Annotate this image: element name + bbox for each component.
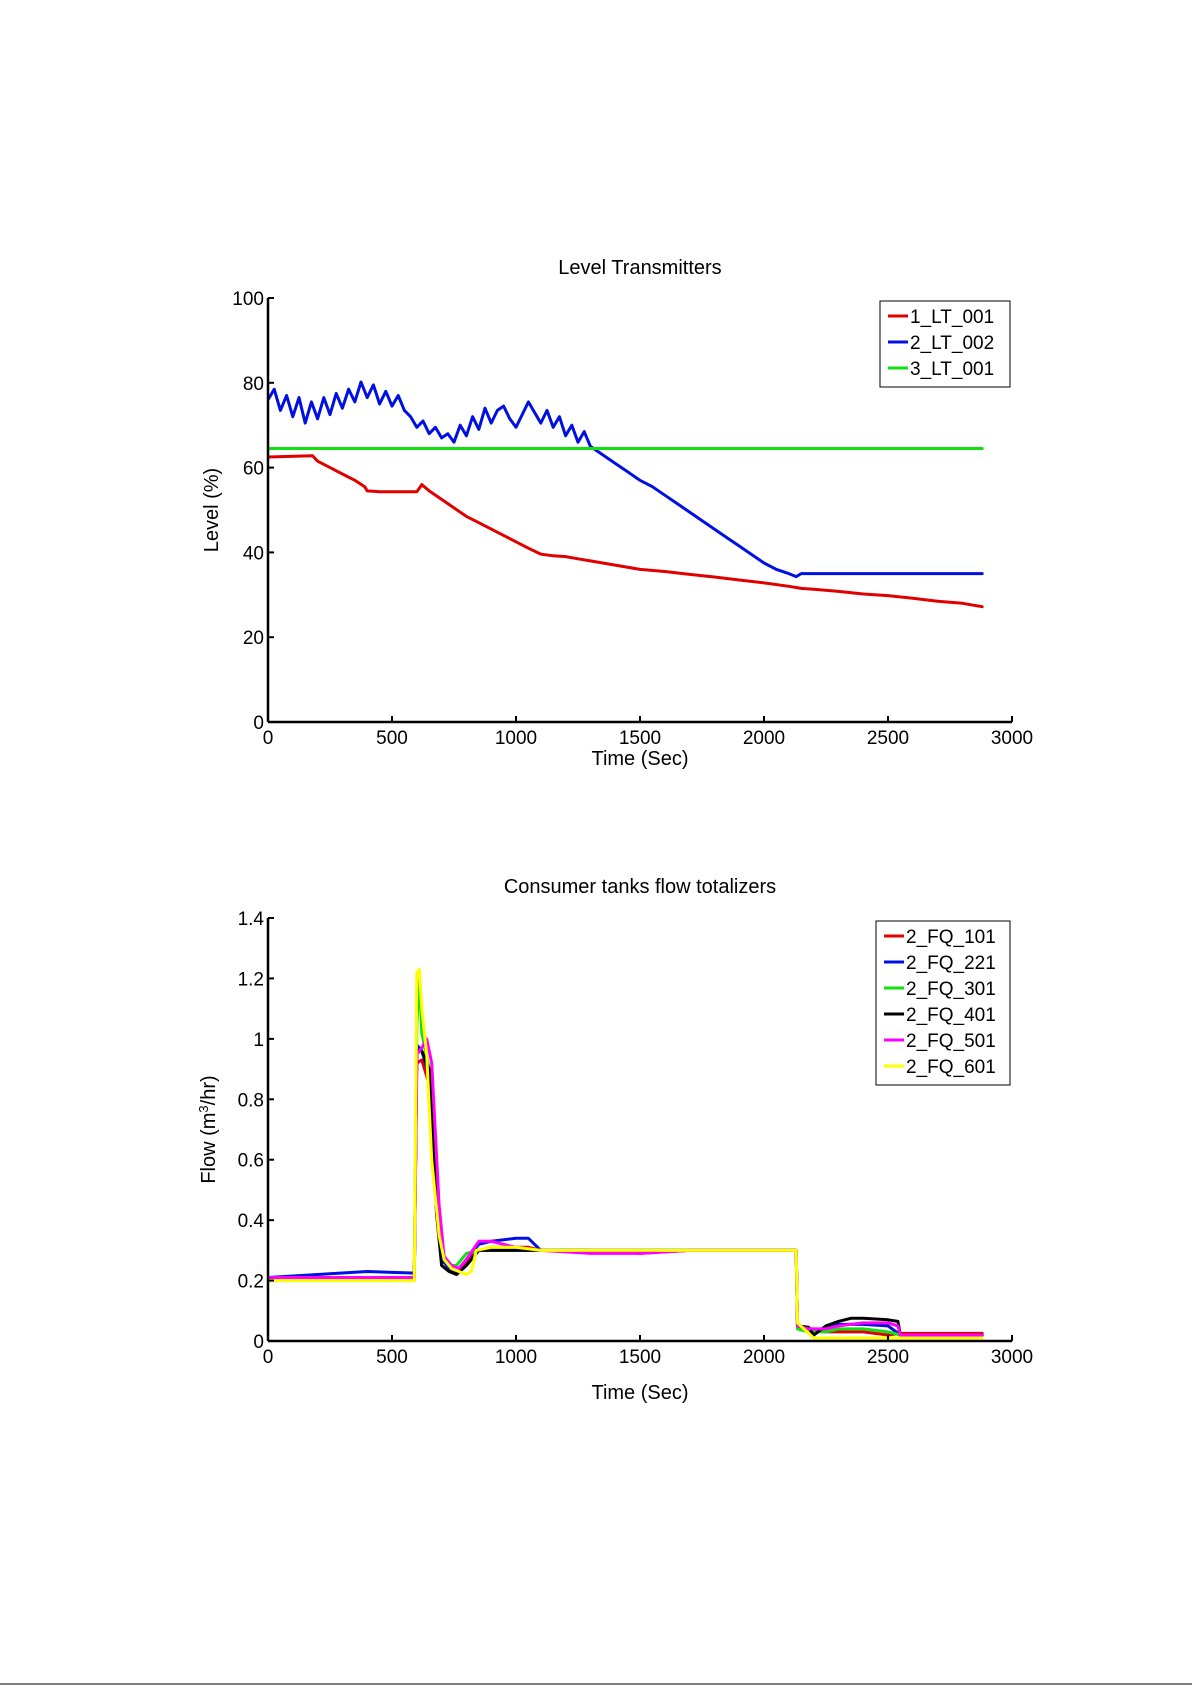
plot-area — [268, 380, 984, 609]
x-tick-label: 3000 — [991, 1347, 1033, 1368]
y-tick-label: 1.4 — [238, 909, 265, 930]
y-tick-label: 0 — [253, 713, 264, 734]
x-tick-label: 1500 — [619, 1347, 661, 1368]
legend-label: 2_FQ_601 — [906, 1057, 996, 1078]
y-tick-label: 0.2 — [238, 1272, 264, 1293]
chart-2: Consumer tanks flow totalizers 0 500 1000 15… — [196, 876, 1034, 1404]
y-tick-label: 0 — [253, 1332, 264, 1353]
y-tick-label: 0.6 — [238, 1151, 264, 1172]
legend-label: 2_FQ_501 — [906, 1031, 996, 1052]
y-tick-label: 20 — [243, 628, 264, 649]
y-axis-label: Flow (m3/hr) — [196, 1075, 221, 1183]
y-label-superscript: 3 — [196, 1105, 211, 1112]
chart-title: Level Transmitters — [558, 257, 721, 279]
legend-box — [875, 920, 1011, 1086]
legend-label: 2_FQ_401 — [906, 1005, 996, 1026]
series-line-2_fq_401 — [268, 1049, 984, 1337]
x-tick-label: 2500 — [867, 728, 909, 749]
series-line-2_fq_101 — [268, 1058, 984, 1337]
legend: 2_FQ_101 2_FQ_221 2_FQ_301 2_FQ_401 2_FQ_501… — [875, 920, 1011, 1086]
x-tick-label: 1000 — [495, 1347, 537, 1368]
y-label-part: /hr) — [198, 1075, 220, 1105]
y-axis-label: Level (%) — [201, 468, 223, 552]
chart-title: Consumer tanks flow totalizers — [504, 876, 776, 898]
y-label-part: Flow (m — [198, 1113, 220, 1184]
x-tick-label: 1000 — [495, 728, 537, 749]
legend-label: 2_FQ_301 — [906, 979, 996, 1000]
x-tick-label: 2000 — [743, 1347, 785, 1368]
x-axis-label: Time (Sec) — [591, 1382, 688, 1404]
x-tick-label: 500 — [376, 728, 408, 749]
x-tick-label: 1500 — [619, 728, 661, 749]
x-tick-label: 0 — [263, 1347, 274, 1368]
x-tick-label: 0 — [263, 728, 274, 749]
y-tick-label: 1.2 — [238, 969, 264, 990]
legend: 1_LT_001 2_LT_002 3_LT_001 — [879, 300, 1011, 388]
x-tick-label: 2500 — [867, 1347, 909, 1368]
series-line-1_lt_001 — [268, 454, 984, 609]
legend-label: 2_LT_002 — [910, 333, 994, 354]
y-tick-label: 40 — [243, 543, 264, 564]
legend-label: 2_FQ_101 — [906, 927, 996, 948]
x-tick-label: 500 — [376, 1347, 408, 1368]
series-line-2_lt_002 — [268, 380, 984, 579]
legend-label: 1_LT_001 — [910, 307, 994, 328]
series-line-2_fq_221 — [268, 1043, 984, 1337]
y-tick-label: 0.4 — [238, 1211, 265, 1232]
y-tick-label: 80 — [243, 374, 264, 395]
plot-area — [268, 967, 984, 1340]
legend-label: 3_LT_001 — [910, 359, 994, 380]
x-tick-label: 2000 — [743, 728, 785, 749]
x-axis-label: Time (Sec) — [591, 748, 688, 770]
series-line-2_fq_601 — [268, 967, 984, 1340]
series-line-2_fq_501 — [268, 1037, 984, 1337]
y-tick-label: 100 — [232, 289, 264, 310]
y-tick-label: 60 — [243, 459, 264, 480]
y-tick-label: 0.8 — [238, 1090, 264, 1111]
y-tick-label: 1 — [253, 1030, 264, 1051]
legend-label: 2_FQ_221 — [906, 953, 996, 974]
x-tick-label: 3000 — [991, 728, 1033, 749]
